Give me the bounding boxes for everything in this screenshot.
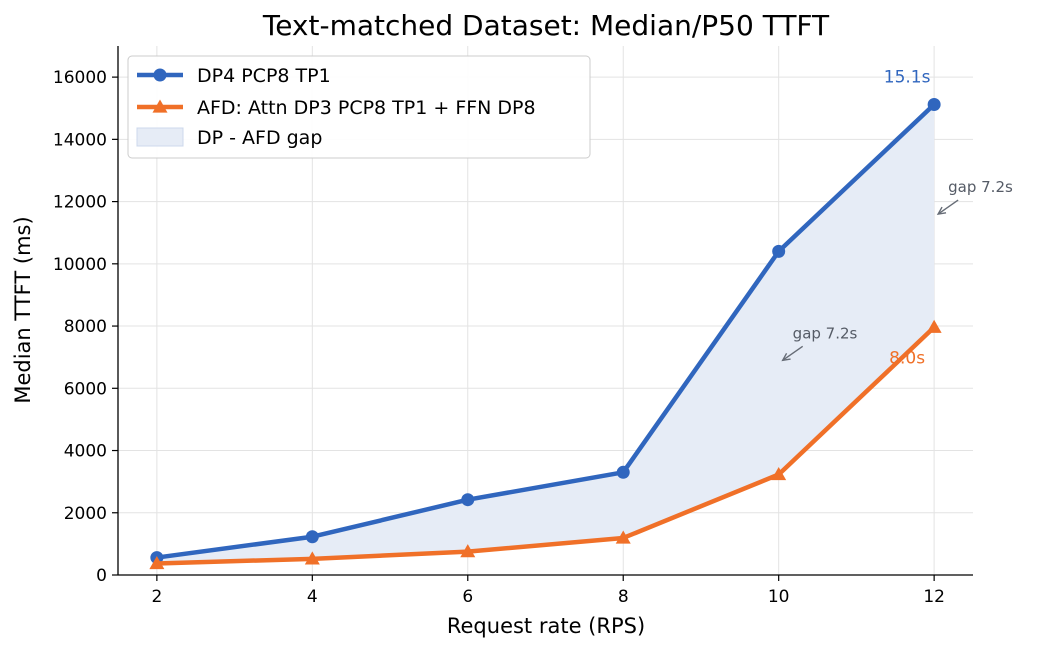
ticks: 2 4 6 8 10 12 0 2000 4000 6000 8000 10000 12000 14000… bbox=[53, 68, 945, 607]
gap-annotation-arrow bbox=[782, 345, 804, 361]
y-tick-label: 6000 bbox=[64, 379, 107, 399]
annotations: 15.1s 8.0s gap 7.2s gap 7.2s bbox=[781, 68, 1013, 368]
legend-marker-triangle bbox=[152, 99, 168, 113]
series-1-point bbox=[461, 493, 475, 507]
y-tick-label: 8000 bbox=[64, 317, 107, 337]
x-tick-label: 12 bbox=[923, 587, 945, 607]
gap-area bbox=[156, 104, 935, 564]
x-tick-label: 8 bbox=[618, 587, 629, 607]
series-2-point bbox=[304, 551, 320, 565]
x-tick-label: 6 bbox=[462, 587, 473, 607]
series-1-point bbox=[927, 98, 941, 112]
y-tick-label: 10000 bbox=[53, 255, 107, 275]
x-tick-label: 2 bbox=[151, 587, 162, 607]
series-layer bbox=[149, 98, 942, 570]
y-tick-label: 4000 bbox=[64, 442, 107, 462]
gap-annotation-label: gap 7.2s bbox=[793, 324, 858, 342]
y-tick-label: 12000 bbox=[53, 193, 107, 213]
axes bbox=[117, 46, 973, 576]
series-2-point bbox=[460, 544, 476, 558]
x-tick-label: 4 bbox=[307, 587, 318, 607]
legend-box bbox=[127, 55, 591, 159]
series-2-point bbox=[771, 466, 787, 481]
legend-label-2: AFD: Attn DP3 PCP8 TP1 + FFN DP8 bbox=[197, 97, 536, 119]
series-2-point bbox=[149, 555, 165, 570]
gap-annotation-label: gap 7.2s bbox=[948, 178, 1013, 196]
legend-swatch-area bbox=[136, 127, 184, 147]
series-1-point bbox=[616, 465, 630, 479]
legend-label-gap: DP - AFD gap bbox=[197, 127, 322, 149]
y-tick-label: 0 bbox=[96, 566, 107, 586]
series-line-2 bbox=[154, 325, 937, 566]
y-tick-label: 16000 bbox=[53, 68, 107, 88]
legend-marker-circle bbox=[153, 68, 167, 82]
legend-label-1: DP4 PCP8 TP1 bbox=[197, 65, 331, 87]
y-axis-label: Median TTFT (ms) bbox=[11, 216, 35, 403]
gap-annotation-arrow bbox=[937, 199, 959, 215]
gap-annotation-arrowhead bbox=[936, 206, 947, 215]
y-tick-label: 2000 bbox=[64, 504, 107, 524]
series-2-point bbox=[615, 530, 631, 544]
end-value-label: 15.1s bbox=[884, 68, 931, 88]
x-tick-label: 10 bbox=[768, 587, 790, 607]
series-1-point bbox=[772, 244, 786, 258]
series-1-point bbox=[305, 530, 319, 544]
end-value-label: 8.0s bbox=[889, 348, 925, 368]
x-axis-label: Request rate (RPS) bbox=[447, 614, 645, 638]
series-line-1 bbox=[154, 102, 937, 560]
gap-annotation-arrowhead bbox=[781, 352, 791, 362]
chart-title: Text-matched Dataset: Median/P50 TTFT bbox=[262, 9, 830, 42]
y-tick-label: 14000 bbox=[53, 130, 107, 150]
series-2-point bbox=[926, 319, 942, 333]
legend: DP4 PCP8 TP1 AFD: Attn DP3 PCP8 TP1 + FFN… bbox=[127, 55, 591, 159]
